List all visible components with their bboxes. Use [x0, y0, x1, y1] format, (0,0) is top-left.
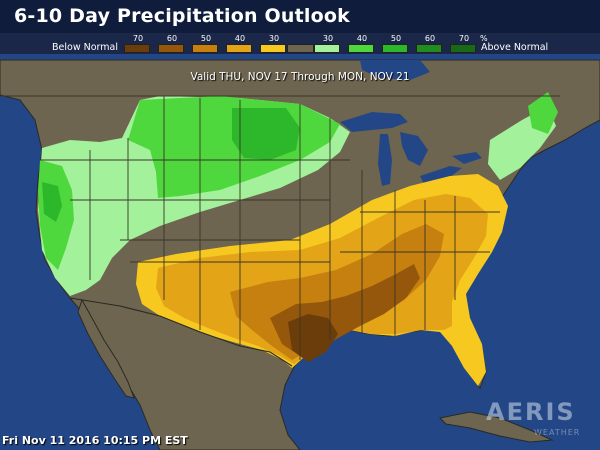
- legend-swatch-above-40: [348, 44, 374, 53]
- legend-swatch-below-60: [158, 44, 184, 53]
- lake-michigan: [378, 134, 392, 186]
- precip-below-70: [288, 314, 338, 362]
- legend-below-70-label: 70: [132, 34, 144, 43]
- legend-swatch-below-40: [226, 44, 252, 53]
- legend-bar: Below Normal 70 60 50 40 30 30 40 50 60 …: [0, 33, 600, 54]
- legend-swatch-above-60: [416, 44, 442, 53]
- issued-timestamp: Fri Nov 11 2016 10:15 PM EST: [2, 434, 188, 447]
- legend-above-60-label: 60: [424, 34, 436, 43]
- legend-above-40-label: 40: [356, 34, 368, 43]
- page-title: 6-10 Day Precipitation Outlook: [14, 5, 350, 27]
- state-boundaries: [0, 95, 560, 360]
- hudson-bay: [360, 60, 430, 80]
- lake-ontario: [452, 152, 482, 164]
- legend-below-40-label: 40: [234, 34, 246, 43]
- legend-below-50-label: 50: [200, 34, 212, 43]
- legend-swatch-neutral: [287, 44, 314, 53]
- lake-huron: [400, 132, 428, 166]
- precip-above-50-dakota: [232, 108, 300, 160]
- precip-above-40-maine: [528, 92, 558, 134]
- lake-superior: [340, 112, 408, 132]
- legend-below-30-label: 30: [268, 34, 280, 43]
- precip-above-50-california: [42, 182, 62, 222]
- legend-below-label: Below Normal: [52, 42, 118, 53]
- us-mexico-border: [69, 297, 293, 367]
- legend-swatch-below-70: [124, 44, 150, 53]
- aeris-logo-sub: WEATHER: [534, 428, 581, 437]
- legend-percent-symbol: %: [480, 34, 488, 43]
- legend-below-60-label: 60: [166, 34, 178, 43]
- legend-swatch-below-30: [260, 44, 286, 53]
- legend-swatch-above-30: [314, 44, 340, 53]
- aeris-logo: AERIS: [486, 398, 576, 426]
- legend-above-70-label: 70: [458, 34, 470, 43]
- legend-above-label: Above Normal: [481, 42, 549, 53]
- baja-california: [77, 298, 135, 399]
- title-bar: 6-10 Day Precipitation Outlook: [0, 0, 600, 34]
- legend-above-30-label: 30: [322, 34, 334, 43]
- legend-above-50-label: 50: [390, 34, 402, 43]
- cuba: [438, 411, 554, 443]
- legend-swatch-above-50: [382, 44, 408, 53]
- legend-swatch-above-70: [450, 44, 476, 53]
- legend-swatch-below-50: [192, 44, 218, 53]
- lake-erie: [420, 166, 462, 184]
- valid-date-range: Valid THU, NOV 17 Through MON, NOV 21: [190, 71, 410, 83]
